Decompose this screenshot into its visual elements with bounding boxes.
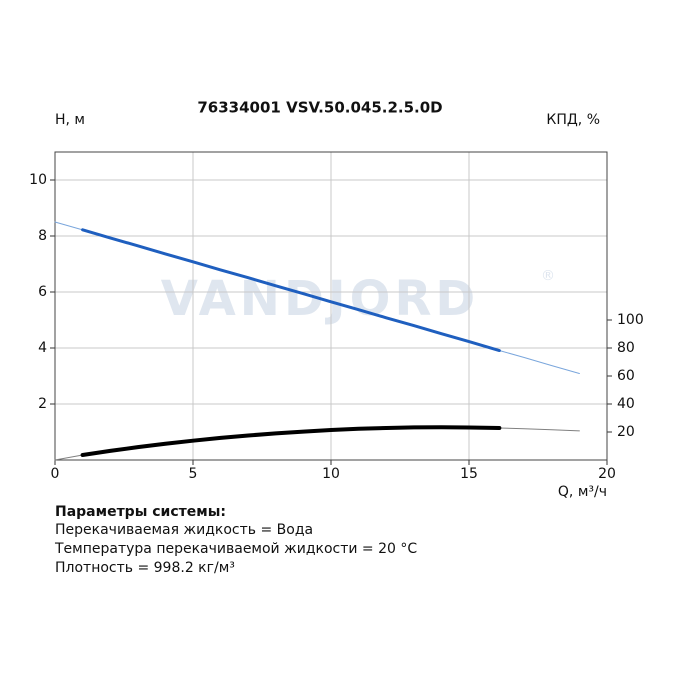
x-tick-label: 5 [189,466,198,482]
y2-tick-label: 40 [617,396,635,412]
watermark-mark: ® [541,268,555,284]
x-tick-label: 0 [51,466,60,482]
y2-tick-label: 80 [617,340,635,356]
y-tick-label: 10 [29,172,47,188]
plot-frame [54,151,608,461]
x-tick-label: 15 [460,466,478,482]
params-line: Перекачиваемая жидкость = Вода [55,522,313,538]
y2-axis-label: КПД, % [546,112,600,128]
x-axis-label: Q, м³/ч [558,484,607,500]
y2-tick-label: 60 [617,368,635,384]
params-line: Плотность = 998.2 кг/м³ [55,560,235,576]
y-tick-label: 6 [38,284,47,300]
y2-tick-label: 20 [617,424,635,440]
x-tick-label: 10 [322,466,340,482]
params-line: Температура перекачиваемой жидкости = 20… [54,541,417,557]
y2-tick-label: 100 [617,312,644,328]
y-tick-label: 8 [38,228,47,244]
chart-title: 76334001 VSV.50.045.2.5.0D [197,99,442,117]
y-axis-label: H, м [55,112,85,128]
x-tick-label: 20 [598,466,616,482]
y-tick-label: 2 [38,396,47,412]
params-heading: Параметры системы: [55,504,226,520]
curve [81,228,501,353]
curve [80,425,502,457]
y-tick-label: 4 [38,340,47,356]
